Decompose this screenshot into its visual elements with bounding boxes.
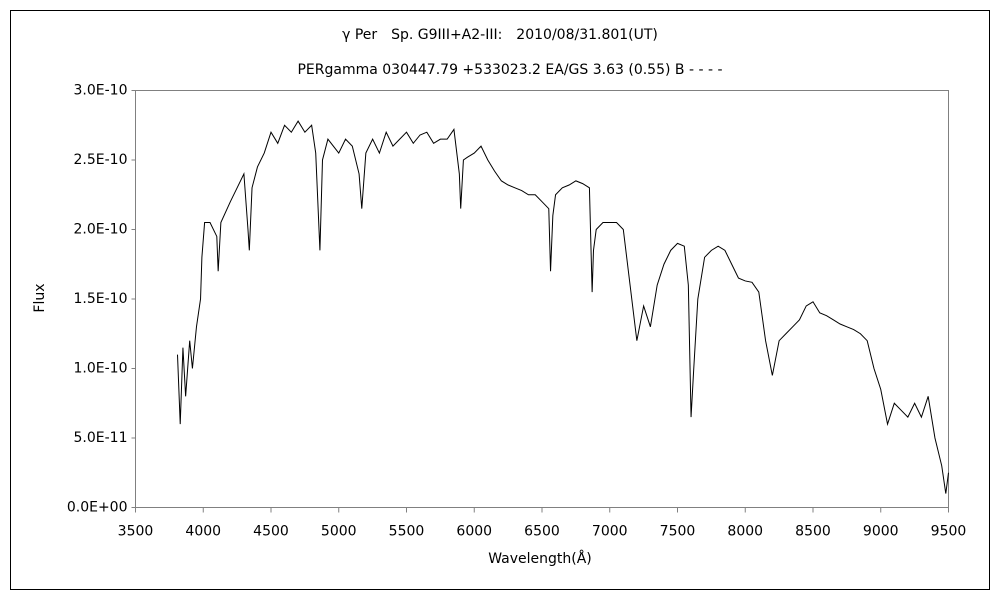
y-tick-label: 0.0E+00 [67,500,128,516]
x-tick-label: 4500 [253,524,289,540]
x-tick-label: 5500 [389,524,425,540]
chart-title: γ Per Sp. G9III+A2-III: 2010/08/31.801(U… [342,27,658,43]
x-tick-label: 5000 [321,524,357,540]
y-tick-label: 2.5E-10 [74,152,128,168]
x-tick-label: 3500 [118,524,154,540]
y-tick-label: 5.0E-11 [74,430,128,446]
x-axis-title: Wavelength(Å) [488,550,592,567]
x-tick-label: 9500 [931,524,967,540]
y-tick-label: 3.0E-10 [74,83,128,99]
y-axis-title: Flux [32,283,48,312]
x-tick-label: 6000 [456,524,492,540]
chart-subtitle: PERgamma 030447.79 +533023.2 EA/GS 3.63 … [297,62,722,78]
spectrum-line [177,120,949,494]
y-tick-label: 1.0E-10 [74,361,128,377]
x-tick-label: 9000 [863,524,899,540]
plot-area [135,90,949,508]
x-tick-label: 6500 [524,524,560,540]
x-tick-label: 7000 [592,524,628,540]
y-tick-label: 2.0E-10 [74,222,128,238]
x-tick-label: 8000 [727,524,763,540]
y-tick-label: 1.5E-10 [74,291,128,307]
x-tick-label: 7500 [660,524,696,540]
x-tick-label: 8500 [795,524,831,540]
x-tick-label: 4000 [185,524,221,540]
